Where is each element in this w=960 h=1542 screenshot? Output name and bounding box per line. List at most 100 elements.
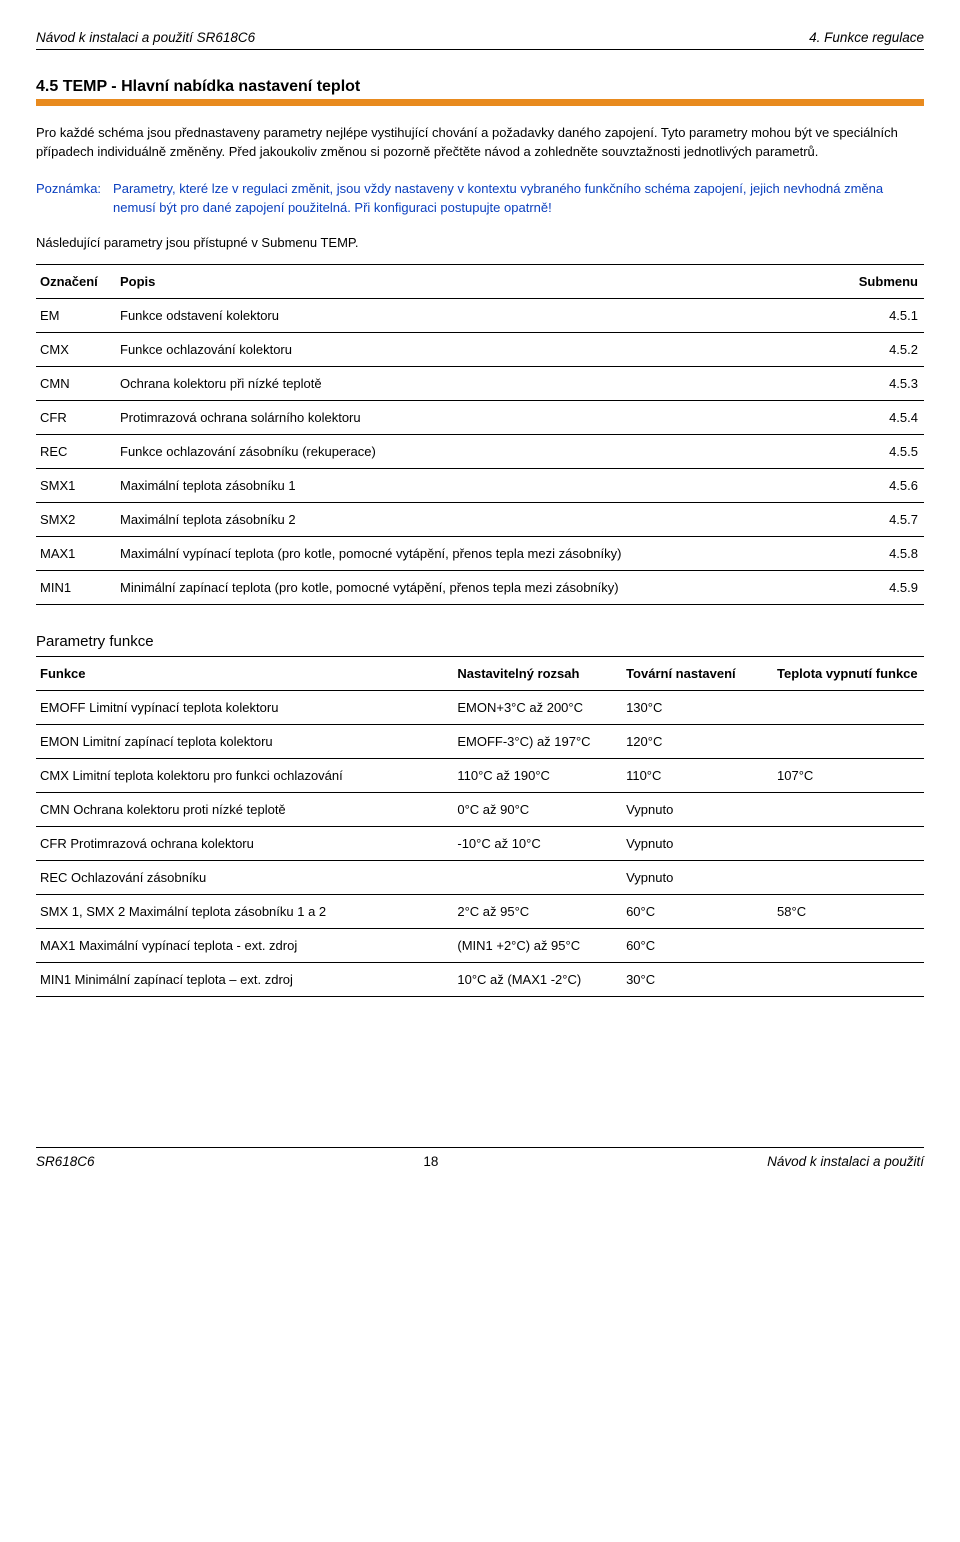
table-row: RECFunkce ochlazování zásobníku (rekuper… <box>36 435 924 469</box>
table-row: EMON Limitní zapínací teplota kolektoruE… <box>36 725 924 759</box>
cell: MIN1 Minimální zapínací teplota – ext. z… <box>36 963 453 997</box>
table-row: CMX Limitní teplota kolektoru pro funkci… <box>36 759 924 793</box>
section-rule <box>36 99 924 106</box>
cell <box>773 861 924 895</box>
cell: Vypnuto <box>622 793 773 827</box>
cell-submenu: 4.5.1 <box>844 299 924 333</box>
cell-popis: Minimální zapínací teplota (pro kotle, p… <box>116 571 844 605</box>
table-row: CFRProtimrazová ochrana solárního kolekt… <box>36 401 924 435</box>
cell-oz: CMN <box>36 367 116 401</box>
cell: 58°C <box>773 895 924 929</box>
cell-submenu: 4.5.6 <box>844 469 924 503</box>
cell-submenu: 4.5.2 <box>844 333 924 367</box>
col-oz: Označení <box>36 265 116 299</box>
cell: REC Ochlazování zásobníku <box>36 861 453 895</box>
cell: 30°C <box>622 963 773 997</box>
cell-submenu: 4.5.3 <box>844 367 924 401</box>
cell-oz: REC <box>36 435 116 469</box>
col-submenu: Submenu <box>844 265 924 299</box>
cell-oz: SMX1 <box>36 469 116 503</box>
cell: 110°C až 190°C <box>453 759 622 793</box>
note-block: Poznámka: Parametry, které lze v regulac… <box>36 180 924 218</box>
table-row: MIN1Minimální zapínací teplota (pro kotl… <box>36 571 924 605</box>
subtext: Následující parametry jsou přístupné v S… <box>36 235 924 250</box>
cell-submenu: 4.5.9 <box>844 571 924 605</box>
cell <box>773 691 924 725</box>
cell <box>773 929 924 963</box>
table-row: MAX1Maximální vypínací teplota (pro kotl… <box>36 537 924 571</box>
table-row: SMX1Maximální teplota zásobníku 14.5.6 <box>36 469 924 503</box>
cell-submenu: 4.5.5 <box>844 435 924 469</box>
cell: -10°C až 10°C <box>453 827 622 861</box>
cell-oz: CMX <box>36 333 116 367</box>
col-vypnuti: Teplota vypnutí funkce <box>773 657 924 691</box>
cell-oz: MAX1 <box>36 537 116 571</box>
cell-popis: Funkce ochlazování kolektoru <box>116 333 844 367</box>
cell-submenu: 4.5.8 <box>844 537 924 571</box>
table-header-row: Označení Popis Submenu <box>36 265 924 299</box>
cell <box>773 725 924 759</box>
cell-popis: Ochrana kolektoru při nízké teplotě <box>116 367 844 401</box>
table-row: CMXFunkce ochlazování kolektoru4.5.2 <box>36 333 924 367</box>
cell-oz: CFR <box>36 401 116 435</box>
footer-right: Návod k instalaci a použití <box>767 1154 924 1169</box>
note-label: Poznámka: <box>36 180 101 218</box>
cell: 10°C až (MAX1 -2°C) <box>453 963 622 997</box>
note-text: Parametry, které lze v regulaci změnit, … <box>113 180 924 218</box>
cell: MAX1 Maximální vypínací teplota - ext. z… <box>36 929 453 963</box>
table-row: SMX2Maximální teplota zásobníku 24.5.7 <box>36 503 924 537</box>
cell: 60°C <box>622 895 773 929</box>
page-header: Návod k instalaci a použití SR618C6 4. F… <box>36 30 924 50</box>
cell-submenu: 4.5.4 <box>844 401 924 435</box>
table-row: CFR Protimrazová ochrana kolektoru-10°C … <box>36 827 924 861</box>
section-title: 4.5 TEMP - Hlavní nabídka nastavení tepl… <box>36 78 924 96</box>
header-right: 4. Funkce regulace <box>809 30 924 45</box>
cell: 130°C <box>622 691 773 725</box>
cell: 110°C <box>622 759 773 793</box>
params-table: Funkce Nastavitelný rozsah Tovární nasta… <box>36 656 924 997</box>
table-row: EMOFF Limitní vypínací teplota kolektoru… <box>36 691 924 725</box>
header-left: Návod k instalaci a použití SR618C6 <box>36 30 255 45</box>
submenu-table: Označení Popis Submenu EMFunkce odstaven… <box>36 264 924 605</box>
cell-popis: Funkce ochlazování zásobníku (rekuperace… <box>116 435 844 469</box>
table-row: SMX 1, SMX 2 Maximální teplota zásobníku… <box>36 895 924 929</box>
cell-popis: Maximální vypínací teplota (pro kotle, p… <box>116 537 844 571</box>
table-row: MAX1 Maximální vypínací teplota - ext. z… <box>36 929 924 963</box>
cell-submenu: 4.5.7 <box>844 503 924 537</box>
table-row: CMN Ochrana kolektoru proti nízké teplot… <box>36 793 924 827</box>
cell-oz: EM <box>36 299 116 333</box>
cell: SMX 1, SMX 2 Maximální teplota zásobníku… <box>36 895 453 929</box>
cell: Vypnuto <box>622 827 773 861</box>
cell-popis: Funkce odstavení kolektoru <box>116 299 844 333</box>
table-row: REC Ochlazování zásobníku Vypnuto <box>36 861 924 895</box>
cell: CMN Ochrana kolektoru proti nízké teplot… <box>36 793 453 827</box>
table-row: CMNOchrana kolektoru při nízké teplotě4.… <box>36 367 924 401</box>
cell: CMX Limitní teplota kolektoru pro funkci… <box>36 759 453 793</box>
table-row: MIN1 Minimální zapínací teplota – ext. z… <box>36 963 924 997</box>
col-tovarni: Tovární nastavení <box>622 657 773 691</box>
cell: 107°C <box>773 759 924 793</box>
footer-page-number: 18 <box>423 1154 438 1169</box>
cell: Vypnuto <box>622 861 773 895</box>
page-footer: SR618C6 18 Návod k instalaci a použití <box>36 1147 924 1169</box>
cell: EMON+3°C až 200°C <box>453 691 622 725</box>
cell-popis: Protimrazová ochrana solárního kolektoru <box>116 401 844 435</box>
col-popis: Popis <box>116 265 844 299</box>
cell-popis: Maximální teplota zásobníku 2 <box>116 503 844 537</box>
cell <box>773 793 924 827</box>
params-title: Parametry funkce <box>36 633 924 650</box>
cell <box>453 861 622 895</box>
cell: 0°C až 90°C <box>453 793 622 827</box>
col-rozsah: Nastavitelný rozsah <box>453 657 622 691</box>
table-row: EMFunkce odstavení kolektoru4.5.1 <box>36 299 924 333</box>
intro-paragraph: Pro každé schéma jsou přednastaveny para… <box>36 124 924 162</box>
footer-left: SR618C6 <box>36 1154 95 1169</box>
col-funkce: Funkce <box>36 657 453 691</box>
cell: EMOFF-3°C) až 197°C <box>453 725 622 759</box>
cell: 2°C až 95°C <box>453 895 622 929</box>
cell <box>773 963 924 997</box>
cell: EMOFF Limitní vypínací teplota kolektoru <box>36 691 453 725</box>
cell-popis: Maximální teplota zásobníku 1 <box>116 469 844 503</box>
cell: CFR Protimrazová ochrana kolektoru <box>36 827 453 861</box>
cell: EMON Limitní zapínací teplota kolektoru <box>36 725 453 759</box>
